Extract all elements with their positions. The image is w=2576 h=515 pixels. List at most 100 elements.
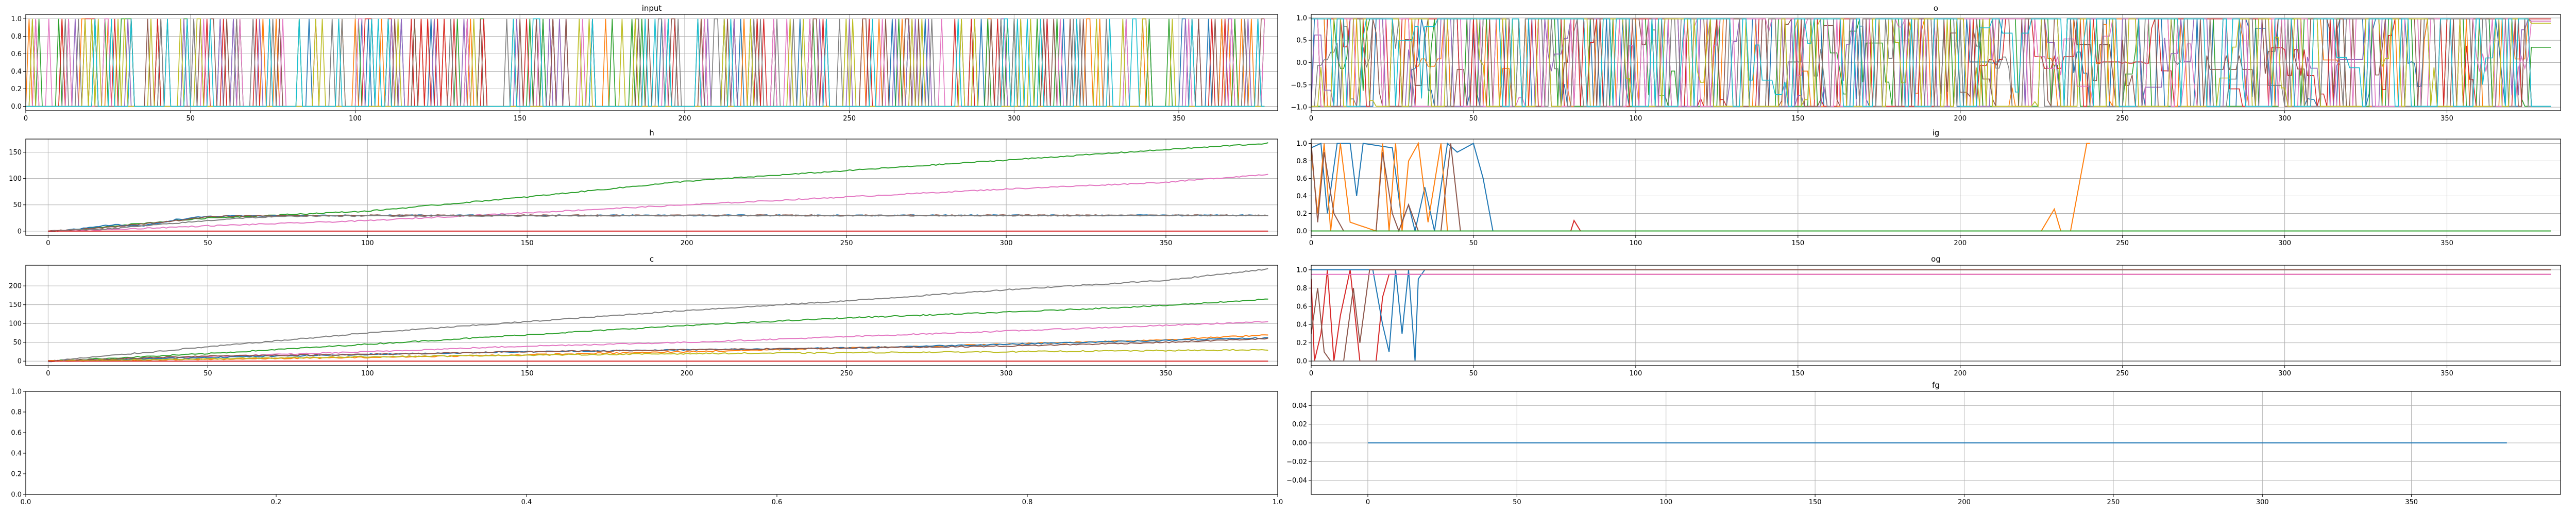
y-tick-label: 0.4	[1296, 321, 1307, 329]
x-tick-label: 250	[843, 115, 856, 123]
y-tick-label: 0.4	[11, 450, 22, 458]
chart-title: input	[642, 4, 662, 13]
chart-og: 0 50 100 150 200 250 300 350 0.0 0.2 0.4 0.6 0.8 1.0 o…	[1296, 254, 2561, 377]
series-line	[1311, 269, 2551, 362]
y-tick-label: 0	[18, 228, 22, 235]
x-tick-label: 100	[1629, 239, 1642, 247]
x-tick-label: 0	[46, 239, 50, 247]
x-tick-label: 200	[679, 115, 691, 123]
y-tick-label: 0.2	[11, 85, 22, 93]
series-line	[48, 174, 1268, 232]
x-tick-label: 0.0	[21, 499, 31, 506]
chart-h: 0 50 100 150 200 250 300 350 0 50 100 150 h	[9, 128, 1278, 247]
y-tick-label: 0.02	[1292, 421, 1307, 428]
x-tick-label: 350	[2405, 499, 2418, 506]
x-tick-label: 100	[361, 239, 374, 247]
x-tick-label: 0.2	[271, 499, 282, 506]
axes-frame-input	[25, 14, 1278, 111]
series-line	[48, 349, 1268, 362]
chart-o: 0 50 100 150 200 250 300 350 −1.0 −0.5 0.0 0.5 1.0 o	[1291, 4, 2561, 123]
y-tick-label: 0.0	[1296, 358, 1307, 366]
series-group-c	[48, 268, 1268, 363]
series-line	[26, 18, 1265, 107]
x-tick-label: 200	[681, 239, 693, 247]
x-tick-label: 0	[1309, 239, 1313, 247]
x-tick-label: 300	[1000, 239, 1013, 247]
x-tick-label: 100	[1659, 499, 1672, 506]
x-tick-label: 50	[204, 370, 212, 377]
x-tick-label: 0.6	[772, 499, 783, 506]
x-tick-label: 150	[521, 370, 534, 377]
x-tick-label: 350	[1160, 239, 1173, 247]
x-tick-label: 100	[349, 115, 362, 123]
x-tick-label: 0	[1366, 499, 1370, 506]
y-tick-label: 50	[13, 201, 22, 209]
y-tick-label: 0.6	[1296, 303, 1307, 311]
y-tick-label: 0.0	[1296, 59, 1307, 67]
axes-frame-og	[1311, 265, 2561, 366]
x-tick-label: 50	[204, 239, 212, 247]
x-tick-label: 50	[186, 115, 195, 123]
x-tick-label: 150	[514, 115, 527, 123]
series-group-h	[48, 142, 1268, 232]
x-tick-label: 0.4	[521, 499, 532, 506]
chart-ig: 0 50 100 150 200 250 300 350 0.0 0.2 0.4 0.6 0.8 1.0 i…	[1296, 128, 2561, 247]
y-tick-label: 0.8	[1296, 285, 1307, 293]
y-tick-label: 0.0	[11, 491, 22, 499]
x-tick-label: 0	[1309, 370, 1313, 377]
x-tick-label: 250	[2116, 370, 2129, 377]
grid-ig	[1311, 139, 2561, 235]
series-group-o	[1311, 18, 2551, 108]
x-tick-label: 150	[1791, 239, 1804, 247]
axes-frame-ig	[1311, 139, 2561, 236]
x-tick-label: 200	[681, 370, 693, 377]
x-tick-label: 350	[1160, 370, 1173, 377]
y-tick-label: 0.5	[1296, 37, 1307, 45]
x-tick-label: 200	[1958, 499, 1971, 506]
chart-title: fg	[1932, 381, 1940, 390]
y-tick-label: 0.2	[1296, 339, 1307, 347]
y-tick-label: 1.0	[1296, 14, 1307, 22]
axes-frame-empty	[25, 391, 1278, 495]
series-line	[48, 337, 1268, 363]
x-tick-label: 250	[840, 239, 853, 247]
series-line	[1311, 18, 2551, 107]
y-tick-label: 1.0	[1296, 140, 1307, 148]
series-line	[1311, 142, 2090, 232]
x-tick-label: 250	[2116, 115, 2129, 123]
x-tick-label: 200	[1954, 239, 1967, 247]
x-tick-label: 0	[46, 370, 50, 377]
y-tick-label: 0.8	[11, 409, 22, 417]
x-tick-label: 100	[1629, 115, 1642, 123]
x-tick-label: 300	[2278, 239, 2291, 247]
series-line	[48, 334, 1268, 362]
series-line	[48, 142, 1268, 232]
x-tick-label: 0.8	[1022, 499, 1033, 506]
series-line	[1311, 269, 2551, 362]
series-line	[1311, 142, 2551, 232]
x-tick-label: 50	[1469, 115, 1478, 123]
y-tick-label: 0.4	[11, 68, 22, 76]
series-line	[1311, 18, 2551, 108]
chart-c: 0 50 100 150 200 250 300 350 0 50 100 150 200 c	[9, 254, 1278, 377]
x-tick-label: 150	[1791, 370, 1804, 377]
series-line	[48, 214, 1268, 232]
axes-frame-c	[25, 265, 1278, 366]
y-tick-label: 50	[13, 339, 22, 347]
y-tick-label: −1.0	[1291, 104, 1307, 112]
x-tick-label: 1.0	[1273, 499, 1283, 506]
x-tick-label: 300	[1008, 115, 1021, 123]
x-tick-label: 0	[24, 115, 28, 123]
series-line	[1311, 269, 2551, 362]
series-line	[48, 268, 1268, 362]
series-group-input	[26, 18, 1265, 107]
series-line	[1311, 143, 2551, 233]
x-tick-label: 150	[1809, 499, 1822, 506]
series-line	[1311, 219, 2551, 232]
y-tick-label: 0.8	[1296, 158, 1307, 165]
x-tick-label: 100	[361, 370, 374, 377]
x-tick-label: 250	[2107, 499, 2120, 506]
x-tick-label: 300	[2278, 370, 2291, 377]
x-tick-label: 350	[1173, 115, 1185, 123]
